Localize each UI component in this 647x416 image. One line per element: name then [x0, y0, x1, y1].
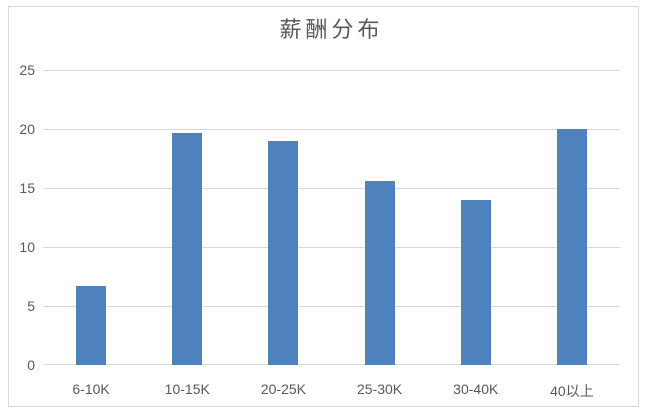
gridline-y-0 [43, 364, 620, 365]
y-axis-tick-label: 10 [19, 239, 35, 255]
chart-frame: 薪酬分布 0 5 10 15 20 25 6-10K 10-15K 20-25K 25-30K 30… [8, 6, 639, 407]
x-axis-category-label: 6-10K [72, 381, 110, 397]
plot-area: 0 5 10 15 20 25 6-10K 10-15K 20-25K 25-30K 30-40K 4… [19, 62, 620, 399]
chart-title: 薪酬分布 [279, 18, 384, 43]
gridline-y-10 [43, 247, 620, 248]
y-axis-tick-label: 25 [19, 62, 35, 78]
gridline-y-15 [43, 188, 620, 189]
y-axis-tick-label: 0 [27, 357, 35, 373]
x-axis-category-label: 10-15K [164, 381, 210, 397]
bar-25-30K [364, 180, 395, 365]
gridline-y-20 [43, 129, 620, 130]
bar-30-40K [460, 199, 491, 365]
x-axis-category-label: 25-30K [357, 381, 403, 397]
gridline-y-5 [43, 306, 620, 307]
gridline-y-25 [43, 70, 620, 71]
x-axis-category-label: 20-25K [260, 381, 306, 397]
bar-20-25K [268, 140, 299, 365]
y-axis-tick-label: 5 [27, 298, 35, 314]
x-axis-category-label: 40以上 [550, 383, 594, 399]
bar-10-15K [172, 132, 203, 365]
x-axis-category-label: 30-40K [453, 381, 499, 397]
bar-6-10K [76, 285, 107, 365]
y-axis-tick-label: 20 [19, 121, 35, 137]
bar-40以上 [556, 129, 587, 365]
y-axis-tick-label: 15 [19, 180, 35, 196]
